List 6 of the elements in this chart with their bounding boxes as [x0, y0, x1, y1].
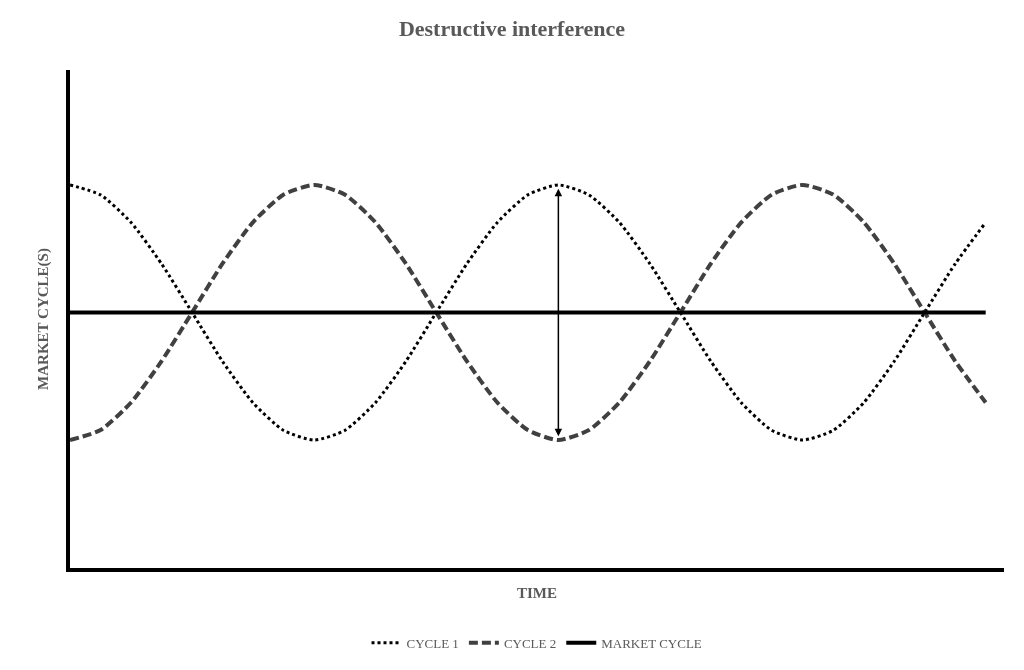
legend-label: CYCLE 2	[503, 635, 557, 651]
x-axis-title: TIME	[516, 585, 558, 602]
y-axis-title: MARKET CYCLE(S)	[34, 248, 52, 390]
legend-label: CYCLE 1	[406, 635, 459, 651]
legend-label: MARKET CYCLE	[601, 635, 702, 651]
chart-title: Destructive interference	[398, 15, 626, 41]
